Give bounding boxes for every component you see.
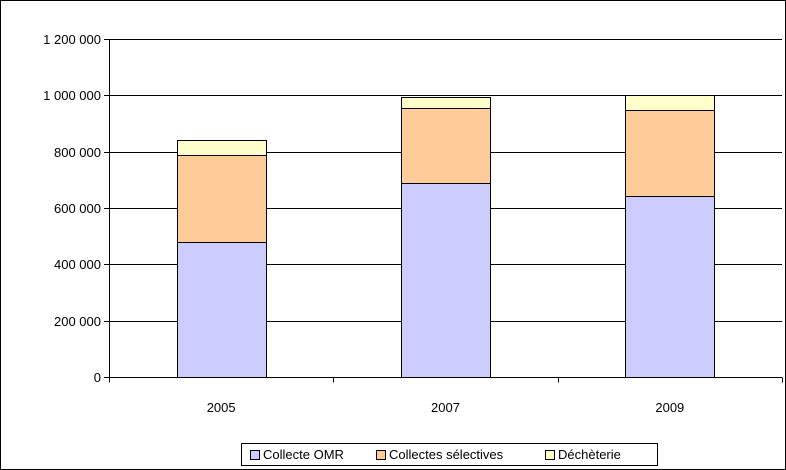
bar-2005-series-2 [177, 140, 267, 156]
y-tick-label-1: 200 000 [54, 314, 101, 329]
bar-2007-series-1 [401, 108, 491, 184]
y-tick-label-4: 800 000 [54, 145, 101, 160]
x-tick-label-2009: 2009 [655, 400, 684, 415]
legend-label-2: Déchèterie [558, 447, 621, 462]
bar-2005-series-1 [177, 155, 267, 243]
legend-swatch-2 [545, 450, 555, 460]
bar-2007-series-0 [401, 183, 491, 378]
y-tick-label-0: 0 [94, 370, 101, 385]
x-tick-label-2005: 2005 [207, 400, 236, 415]
legend-label-1: Collectes sélectives [389, 447, 504, 462]
bar-2009-series-2 [625, 95, 715, 111]
bar-2005-series-0 [177, 242, 267, 378]
y-tick-label-5: 1 000 000 [43, 88, 101, 103]
y-tick-label-3: 600 000 [54, 201, 101, 216]
legend-swatch-1 [376, 450, 386, 460]
legend-label-0: Collecte OMR [263, 447, 344, 462]
legend-swatch-0 [250, 450, 260, 460]
bar-2009-series-0 [625, 196, 715, 378]
y-tick-label-2: 400 000 [54, 257, 101, 272]
y-tick-label-6: 1 200 000 [43, 32, 101, 47]
x-tick-label-2007: 2007 [431, 400, 460, 415]
bar-2009-series-1 [625, 110, 715, 197]
bar-2007-series-2 [401, 97, 491, 109]
